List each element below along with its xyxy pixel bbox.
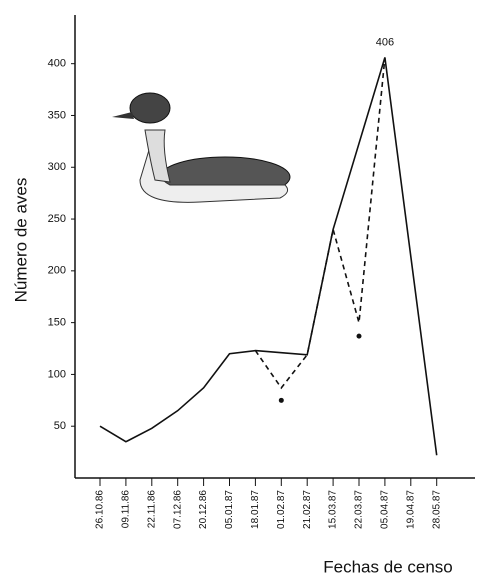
y-tick-label: 350 (48, 109, 66, 121)
x-tick-label: 19.04.87 (405, 490, 416, 529)
dashed-line (254, 57, 386, 390)
data-point (356, 333, 362, 339)
y-tick-label: 100 (48, 368, 66, 380)
y-tick-label: 150 (48, 317, 66, 329)
y-axis-label: Número de aves (11, 178, 30, 303)
x-tick-label: 22.03.87 (354, 490, 365, 529)
solid-line (99, 57, 438, 456)
y-tick-label: 50 (54, 420, 66, 432)
x-tick-label: 22.11.86 (146, 490, 157, 529)
x-tick-label: 26.10.86 (95, 490, 106, 529)
y-tick-label: 300 (48, 161, 66, 173)
x-tick-label: 05.04.87 (380, 490, 391, 529)
annotation: 406 (376, 36, 394, 48)
data-point (278, 397, 284, 403)
x-tick-label: 20.12.86 (198, 490, 209, 529)
x-tick-label: 09.11.86 (121, 490, 132, 529)
y-tick-label: 250 (48, 213, 66, 225)
x-tick-label: 21.02.87 (302, 490, 313, 529)
x-tick-label: 01.02.87 (276, 490, 287, 529)
x-tick-label: 28.05.87 (431, 490, 442, 529)
x-tick-label: 15.03.87 (328, 490, 339, 529)
x-tick-label: 05.01.87 (224, 490, 235, 529)
duck-illustration (112, 92, 291, 203)
x-tick-label: 18.01.87 (250, 490, 261, 529)
y-tick-label: 200 (48, 265, 66, 277)
y-tick-label: 400 (48, 58, 66, 70)
x-tick-label: 07.12.86 (172, 490, 183, 529)
x-axis-label: Fechas de censo (323, 557, 452, 576)
